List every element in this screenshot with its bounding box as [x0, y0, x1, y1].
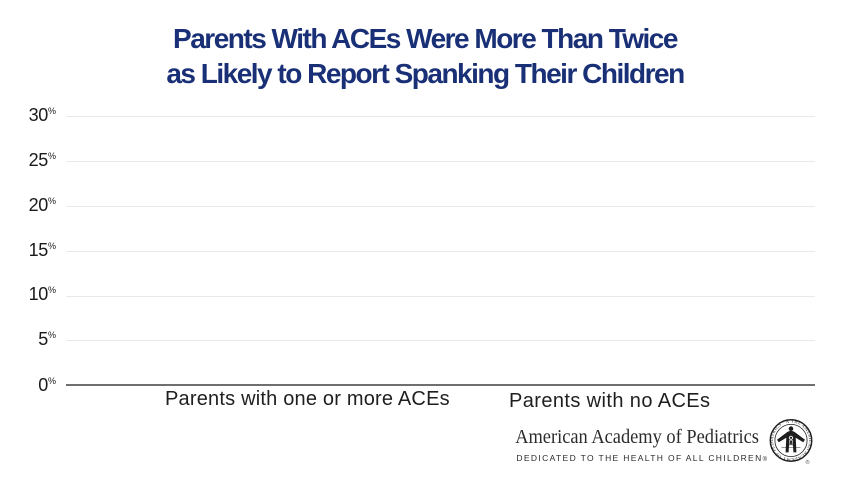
svg-text:®: ®	[806, 459, 810, 466]
